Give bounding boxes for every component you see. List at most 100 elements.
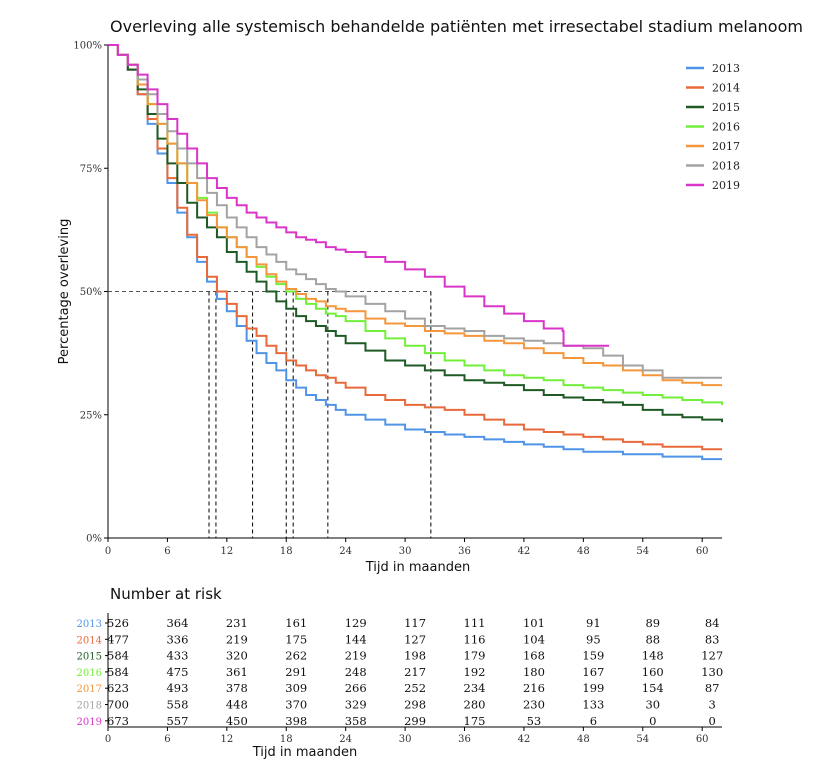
risk-cell: 111 (464, 616, 486, 630)
risk-cell: 248 (345, 665, 367, 679)
risk-cell: 160 (642, 665, 664, 679)
y-tick-label: 100% (73, 41, 102, 52)
x-tick-label: 36 (458, 546, 471, 557)
x-axis-label: Tijd in maanden (365, 560, 470, 575)
risk-cell: 336 (166, 632, 188, 646)
risk-cell: 117 (404, 616, 426, 630)
y-tick-label: 25% (80, 410, 102, 421)
risk-row-label-2013: 2013 (77, 619, 102, 630)
risk-cell: 266 (345, 681, 367, 695)
risk-cell: 280 (464, 698, 486, 712)
risk-cell: 101 (523, 616, 545, 630)
risk-x-axis-label: Tijd in maanden (252, 745, 357, 760)
risk-cell: 475 (166, 665, 188, 679)
risk-cell: 6 (590, 714, 597, 728)
y-tick-label: 0% (86, 534, 102, 545)
y-axis-label: Percentage overleving (57, 219, 72, 365)
risk-cell: 231 (226, 616, 248, 630)
legend-label-2016: 2016 (712, 121, 740, 134)
risk-cell: 89 (645, 616, 660, 630)
series-line-2019 (108, 44, 610, 347)
x-tick-label: 6 (164, 546, 170, 557)
series-line-2018 (108, 44, 722, 379)
risk-cell: 433 (166, 649, 188, 663)
risk-cell: 3 (709, 698, 716, 712)
y-tick-label: 75% (80, 164, 102, 175)
risk-cell: 175 (285, 632, 307, 646)
risk-cell: 234 (464, 681, 486, 695)
risk-cell: 298 (404, 698, 426, 712)
risk-x-tick-label: 12 (220, 734, 233, 745)
risk-cell: 129 (345, 616, 367, 630)
risk-cell: 148 (642, 649, 664, 663)
risk-cell: 291 (285, 665, 307, 679)
main-plot: 0% 25% 50% 75% 100% 0 6 12 18 24 30 36 42 48 54 60 Tijd … (57, 41, 740, 576)
risk-row-label-2017: 2017 (77, 684, 102, 695)
x-tick-label: 30 (399, 546, 412, 557)
risk-cell: 30 (645, 698, 660, 712)
x-tick-label: 42 (518, 546, 531, 557)
risk-cell: 262 (285, 649, 307, 663)
risk-cell: 477 (107, 632, 129, 646)
series-line-2016 (108, 44, 723, 405)
x-tick-label: 60 (696, 546, 709, 557)
legend-label-2015: 2015 (712, 101, 740, 114)
risk-cell: 361 (226, 665, 248, 679)
risk-cell: 217 (404, 665, 426, 679)
risk-cell: 95 (586, 632, 601, 646)
series-line-2013 (108, 44, 722, 461)
risk-cell: 584 (107, 649, 129, 663)
risk-cell: 88 (645, 632, 660, 646)
risk-cell: 448 (226, 698, 248, 712)
risk-cell: 0 (649, 714, 656, 728)
risk-row-label-2018: 2018 (77, 701, 102, 712)
x-tick-label: 12 (220, 546, 233, 557)
risk-cell: 584 (107, 665, 129, 679)
risk-cell: 230 (523, 698, 545, 712)
risk-row-label-2019: 2019 (77, 717, 102, 728)
risk-cell: 558 (166, 698, 188, 712)
risk-x-tick-label: 6 (164, 734, 170, 745)
risk-cell: 216 (523, 681, 545, 695)
risk-x-tick-label: 60 (696, 734, 709, 745)
x-tick-label: 0 (105, 546, 111, 557)
series-line-2017 (108, 44, 722, 387)
risk-cell: 673 (107, 714, 129, 728)
risk-cell: 159 (582, 649, 604, 663)
risk-cell: 219 (345, 649, 367, 663)
risk-cell: 199 (582, 681, 604, 695)
y-tick-label: 50% (80, 287, 102, 298)
risk-cell: 370 (285, 698, 307, 712)
risk-x-tick-label: 36 (458, 734, 471, 745)
legend-label-2017: 2017 (712, 140, 740, 153)
risk-cell: 168 (523, 649, 545, 663)
risk-row-label-2015: 2015 (77, 652, 102, 663)
legend-label-2018: 2018 (712, 160, 740, 173)
legend-label-2013: 2013 (712, 62, 740, 75)
risk-table: Number at risk 2013 526 364 231 161 129 117 111 1… (77, 585, 724, 760)
risk-x-tick-label: 48 (577, 734, 590, 745)
risk-cell: 700 (107, 698, 129, 712)
risk-cell: 219 (226, 632, 248, 646)
x-tick-label: 54 (636, 546, 649, 557)
x-tick-label: 48 (577, 546, 590, 557)
risk-cell: 364 (166, 616, 188, 630)
risk-row-label-2016: 2016 (77, 668, 102, 679)
risk-cell: 252 (404, 681, 426, 695)
risk-cell: 175 (464, 714, 486, 728)
risk-cell: 623 (107, 681, 129, 695)
series-line-2015 (108, 44, 723, 423)
risk-cell: 320 (226, 649, 248, 663)
risk-cell: 526 (107, 616, 129, 630)
risk-x-tick-label: 54 (636, 734, 649, 745)
legend-label-2019: 2019 (712, 179, 740, 192)
risk-cell: 398 (285, 714, 307, 728)
risk-table-title: Number at risk (110, 585, 222, 603)
risk-cell: 192 (464, 665, 486, 679)
risk-cell: 83 (705, 632, 720, 646)
risk-cell: 161 (285, 616, 307, 630)
risk-cell: 127 (701, 649, 723, 663)
risk-x-tick-label: 42 (518, 734, 531, 745)
risk-cell: 180 (523, 665, 545, 679)
